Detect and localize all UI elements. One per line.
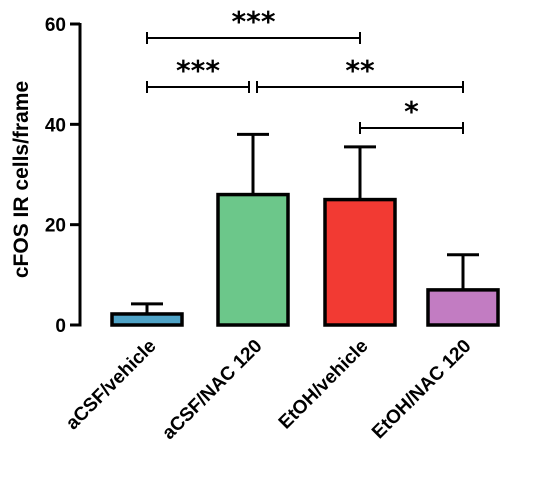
significance-label: *** — [176, 54, 220, 87]
x-tick-label: EtOH/NAC 120 — [368, 336, 475, 443]
bar — [426, 288, 500, 327]
x-tick-label: EtOH/vehicle — [275, 336, 373, 434]
error-bars — [131, 132, 479, 314]
y-tick-label: 40 — [45, 115, 66, 136]
y-tick-label: 0 — [55, 316, 66, 337]
significance-label: *** — [232, 5, 276, 38]
x-tick-label: aCSF/vehicle — [62, 336, 160, 434]
significance-label: * — [404, 95, 419, 128]
significance-label: ** — [345, 54, 375, 87]
bar — [216, 192, 290, 327]
significance-brackets: ****** *** — [146, 5, 464, 134]
bar — [110, 312, 184, 327]
bar — [323, 197, 397, 327]
x-tick-label: aCSF/NAC 120 — [158, 336, 266, 444]
y-tick-label: 60 — [45, 15, 66, 36]
y-axis-label: cFOS IR cells/frame — [10, 81, 33, 278]
y-tick-label: 20 — [45, 216, 66, 237]
bars — [110, 192, 500, 327]
y-axis: 0 20 40 60 — [45, 15, 82, 337]
